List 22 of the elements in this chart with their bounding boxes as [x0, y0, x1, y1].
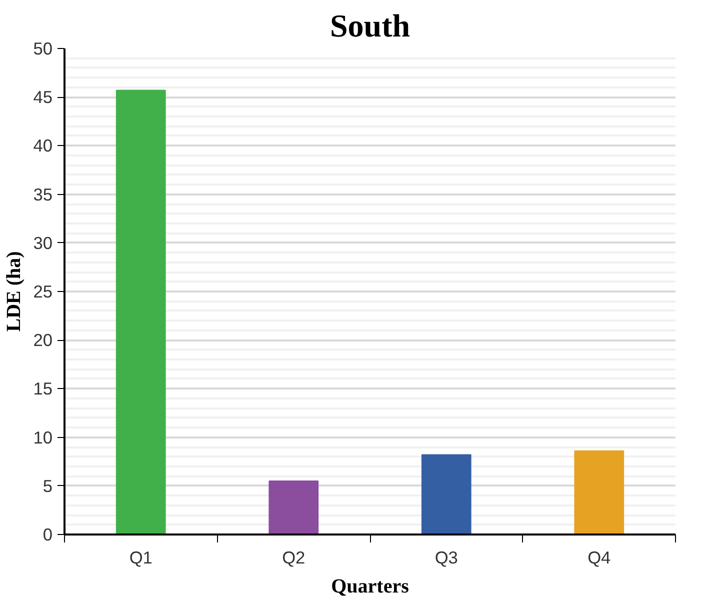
x-tick-label: Q2: [282, 548, 306, 568]
bar: [421, 454, 472, 534]
y-tick-label: 30: [33, 232, 53, 253]
x-tick-label: Q4: [588, 548, 612, 568]
y-tick-label: 10: [33, 427, 53, 448]
y-tick-label: 50: [33, 38, 53, 58]
y-tick-label: 0: [42, 524, 53, 544]
x-axis-title: Quarters: [331, 576, 410, 598]
x-tick-label: Q1: [129, 548, 152, 568]
y-axis-title: LDE (ha): [3, 251, 26, 332]
y-tick-label: 15: [33, 378, 53, 399]
y-tick-label: 5: [42, 476, 53, 496]
y-tick-label: 20: [33, 330, 53, 350]
x-tick-label: Q3: [434, 548, 458, 568]
y-tick-label: 45: [33, 87, 53, 108]
y-tick-label: 40: [33, 136, 53, 156]
bar: [268, 480, 319, 534]
y-tick-label: 25: [33, 282, 53, 302]
y-tick-label: 35: [33, 184, 53, 204]
chart-title: South: [330, 8, 410, 44]
bar: [116, 90, 166, 534]
bar: [574, 450, 624, 534]
